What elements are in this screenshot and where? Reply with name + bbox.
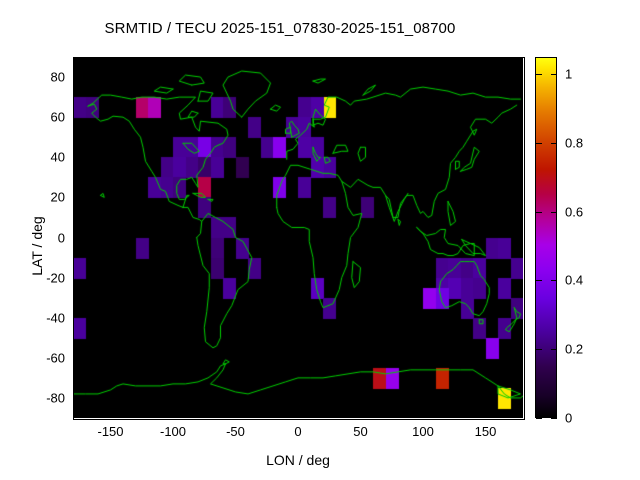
colorbar-tick-label: 0.8 <box>565 135 584 151</box>
colorbar-tick-label: 0 <box>565 410 573 426</box>
colorbar-tick-mark <box>536 74 542 76</box>
colorbar-tick-mark <box>551 142 557 144</box>
colorbar-tick-mark <box>536 142 542 144</box>
colorbar-tick-label: 0.4 <box>565 272 584 288</box>
colorbar-tick-mark <box>551 280 557 282</box>
y-tick-label: -40 <box>46 310 65 326</box>
y-tick-label: -20 <box>46 270 65 286</box>
colorbar-tick-mark <box>536 280 542 282</box>
colorbar-tick-mark <box>536 418 542 419</box>
colorbar-tick-mark <box>551 349 557 351</box>
heatmap-canvas[interactable] <box>73 57 523 418</box>
colorbar-tick-label: 0.2 <box>565 341 584 357</box>
y-axis-label: LAT / deg <box>29 216 45 276</box>
x-axis-label: LON / deg <box>266 452 330 468</box>
colorbar-tick-mark <box>536 349 542 351</box>
colorbar-tick-mark <box>536 211 542 213</box>
colorbar-tick-label: 1 <box>565 66 573 82</box>
colorbar[interactable] <box>535 57 557 418</box>
page-title: SRMTID / TECU 2025-151_07830-2025-151_08… <box>104 20 456 37</box>
colorbar-tick-mark <box>551 211 557 213</box>
x-tick-label: -150 <box>97 424 124 439</box>
y-tick-label: 80 <box>50 69 65 85</box>
y-tick-label: 60 <box>50 109 65 125</box>
x-tick-label: 100 <box>412 424 434 439</box>
x-tick-label: -100 <box>159 424 187 439</box>
map-plot-area[interactable] <box>73 57 523 418</box>
y-tick-label: 40 <box>50 149 65 165</box>
colorbar-tick-label: 0.6 <box>565 204 584 220</box>
colorbar-tick-mark <box>551 74 557 76</box>
x-tick-label: 150 <box>474 424 497 439</box>
x-tick-label: 0 <box>294 424 302 439</box>
y-tick-label: -60 <box>46 350 65 366</box>
colorbar-tick-mark <box>551 418 557 419</box>
y-tick-label: 0 <box>57 230 65 245</box>
y-tick-label: 20 <box>50 189 65 205</box>
x-tick-label: 50 <box>353 424 368 439</box>
x-tick-label: -50 <box>226 424 245 439</box>
y-tick-label: -80 <box>46 390 65 406</box>
